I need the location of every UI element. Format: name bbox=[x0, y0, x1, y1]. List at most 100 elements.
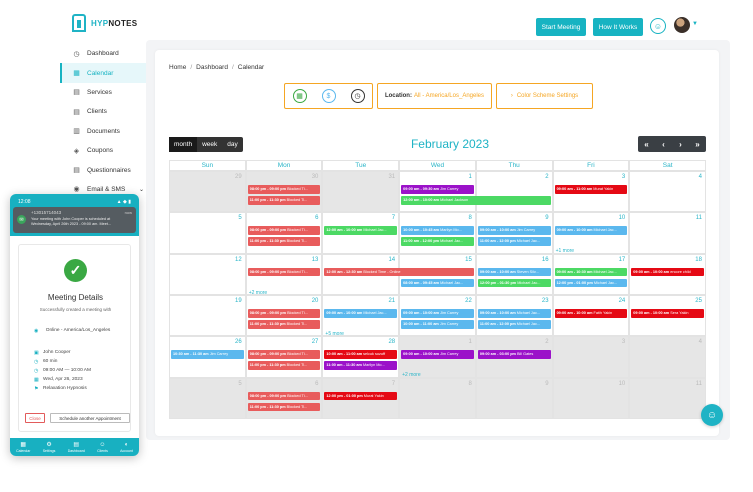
day-number[interactable]: 5 bbox=[238, 215, 242, 222]
calendar-event[interactable]: 09:00 am - 09:30 am Jim Carrey bbox=[401, 185, 474, 194]
day-cell[interactable]: 9 bbox=[475, 212, 553, 254]
sidebar-item-services[interactable]: ▤ Services bbox=[60, 83, 150, 102]
sidebar-item-coupons[interactable]: ◈ Coupons bbox=[60, 141, 150, 160]
how-it-works-button[interactable]: How It Works bbox=[593, 18, 643, 36]
day-number[interactable]: 19 bbox=[235, 298, 242, 304]
calendar-event[interactable]: 08:00 pm - 09:00 pm Blocked Ti... bbox=[247, 226, 321, 235]
location-filter[interactable]: Location: All - America/Los_Angeles bbox=[377, 83, 492, 109]
day-number[interactable]: 3 bbox=[621, 339, 626, 346]
day-cell[interactable]: 25 bbox=[629, 295, 706, 337]
phone-nav-account[interactable]: ◐ Account bbox=[120, 442, 133, 453]
calendar-event[interactable]: 08:00 pm - 09:00 pm Blocked Ti... bbox=[247, 185, 321, 194]
day-number[interactable]: 26 bbox=[235, 339, 242, 346]
sidebar-item-clients[interactable]: ▤ Clients bbox=[60, 102, 150, 121]
user-icon[interactable]: ☺ bbox=[650, 18, 666, 34]
calendar-event[interactable]: 09:00 am - 10:00 am Steven Silv... bbox=[477, 267, 551, 277]
calendar-event[interactable]: 10:00 am - 11:00 am Jim Carrey bbox=[401, 320, 474, 329]
day-number[interactable]: 30 bbox=[311, 174, 319, 180]
calendar-event[interactable]: 12:00 am - 10:00 am Michael Jackson bbox=[401, 196, 551, 205]
calendar-event[interactable]: 12:00 pm - 01:30 pm Michael Jac... bbox=[477, 278, 551, 288]
dollar-icon[interactable]: $ bbox=[321, 89, 336, 103]
sidebar-item-email-sms[interactable]: ◉ Email & SMS ⌄ bbox=[60, 180, 150, 199]
day-number[interactable]: 31 bbox=[388, 174, 396, 180]
color-scheme-settings[interactable]: › Color Scheme Settings bbox=[496, 83, 593, 109]
day-cell[interactable]: 29 bbox=[169, 171, 246, 213]
day-cell[interactable]: 11 bbox=[629, 377, 706, 419]
day-number[interactable]: 1 bbox=[468, 174, 472, 180]
avatar[interactable] bbox=[674, 17, 690, 33]
more-events-link[interactable]: +5 more bbox=[325, 331, 344, 337]
day-number[interactable]: 20 bbox=[311, 298, 319, 304]
day-cell[interactable]: 3 bbox=[552, 171, 630, 213]
day-cell[interactable]: 19 bbox=[169, 295, 246, 337]
calendar-event[interactable]: 11:00 pm - 11:30 pm Blocked Ti... bbox=[247, 361, 321, 370]
calendar-event[interactable]: 11:00 am - 12:00 pm Michael Jac... bbox=[477, 320, 551, 329]
day-number[interactable]: 17 bbox=[618, 256, 626, 263]
calendar-event[interactable]: 08:00 am - 09:45 am Michael Jac... bbox=[401, 278, 474, 288]
sidebar-item-calendar[interactable]: ▦ Calendar bbox=[60, 63, 150, 83]
day-number[interactable]: 4 bbox=[698, 339, 702, 346]
calendar-event[interactable]: 11:00 am - 11:30 am Marilyn Mo... bbox=[324, 361, 398, 370]
prev-year-button[interactable]: « bbox=[644, 139, 649, 149]
day-number[interactable]: 21 bbox=[388, 298, 396, 304]
day-cell[interactable]: 3 bbox=[552, 336, 630, 378]
day-number[interactable]: 18 bbox=[695, 256, 702, 263]
day-cell[interactable]: 8 bbox=[399, 212, 476, 254]
day-cell[interactable]: 16 bbox=[475, 253, 553, 295]
schedule-another-button[interactable]: Schedule another Appointment bbox=[50, 413, 130, 423]
day-cell[interactable]: 11 bbox=[629, 212, 706, 254]
day-number[interactable]: 8 bbox=[468, 380, 472, 387]
day-cell[interactable]: 5 bbox=[169, 212, 246, 254]
logo[interactable]: HYPNOTES bbox=[72, 14, 137, 32]
day-number[interactable]: 28 bbox=[388, 339, 396, 346]
day-number[interactable]: 6 bbox=[315, 380, 319, 387]
day-number[interactable]: 5 bbox=[238, 380, 242, 387]
calendar-event[interactable]: 10:30 am - 11:30 am Jim Carrey bbox=[171, 350, 244, 359]
calendar-event[interactable]: 09:00 am - 11:00 am Murat Yakin bbox=[554, 185, 628, 194]
day-number[interactable]: 9 bbox=[545, 215, 549, 222]
calendar-event[interactable]: 09:00 am - 10:00 am Sera Yakin bbox=[631, 309, 704, 318]
breadcrumb-home[interactable]: Home bbox=[169, 64, 187, 71]
day-cell[interactable]: 31 bbox=[322, 171, 400, 213]
day-cell[interactable]: 10 bbox=[552, 212, 630, 254]
day-cell[interactable]: 18 bbox=[629, 253, 706, 295]
day-cell[interactable]: 9 bbox=[475, 377, 553, 419]
calendar-event[interactable]: 09:00 am - 10:00 am Michael Jac... bbox=[477, 309, 551, 318]
calendar-event[interactable]: 09:00 am - 10:00 am Jim Carrey bbox=[401, 350, 474, 359]
day-cell[interactable]: 5 bbox=[169, 377, 246, 419]
day-number[interactable]: 23 bbox=[541, 298, 549, 304]
phone-nav-clients[interactable]: ☺ Clients bbox=[97, 442, 108, 453]
start-meeting-button[interactable]: Start Meeting bbox=[536, 18, 586, 36]
day-cell[interactable]: 24 bbox=[552, 295, 630, 337]
day-cell[interactable]: 2 bbox=[475, 171, 553, 213]
day-number[interactable]: 11 bbox=[695, 215, 702, 222]
day-cell[interactable]: 4 bbox=[629, 171, 706, 213]
calendar-event[interactable]: 11:00 pm - 11:30 pm Blocked Ti... bbox=[247, 237, 321, 246]
calendar-event[interactable]: 11:00 am - 12:00 pm Michael Jac... bbox=[477, 237, 551, 246]
calendar-event[interactable]: 11:00 pm - 11:30 pm Blocked Ti... bbox=[247, 320, 321, 329]
tab-month[interactable]: month bbox=[169, 137, 198, 152]
calendar-event[interactable]: 11:00 am - 12:00 pm Michael Jac... bbox=[401, 237, 474, 246]
calendar-event[interactable]: 09:00 am - 10:00 am Fatih Yakin bbox=[554, 309, 628, 318]
calendar-event[interactable]: 08:00 pm - 09:00 pm Blocked Ti... bbox=[247, 267, 321, 277]
day-cell[interactable]: 27 bbox=[245, 336, 323, 378]
day-cell[interactable]: 7 bbox=[322, 212, 400, 254]
day-cell[interactable]: 28 bbox=[322, 336, 400, 378]
day-number[interactable]: 1 bbox=[468, 339, 472, 346]
calendar-event[interactable]: 12:00 am - 12:30 am Blocked Time - Onlin… bbox=[324, 267, 474, 277]
calendar-event[interactable]: 10:00 am - 10:45 am Marilyn Mo... bbox=[401, 226, 474, 235]
calendar-event[interactable]: 09:00 am - 10:00 am Jim Carrey bbox=[477, 226, 551, 235]
day-number[interactable]: 25 bbox=[695, 298, 702, 304]
day-number[interactable]: 3 bbox=[621, 174, 626, 180]
calendar-event[interactable]: 09:00 am - 10:00 am encore child bbox=[631, 267, 704, 277]
next-year-button[interactable]: » bbox=[695, 139, 700, 149]
calendar-event[interactable]: 09:00 am - 10:00 am Michael Jac... bbox=[554, 226, 628, 235]
day-number[interactable]: 10 bbox=[618, 215, 626, 222]
day-number[interactable]: 8 bbox=[468, 215, 472, 222]
day-number[interactable]: 12 bbox=[235, 256, 242, 263]
calendar-event[interactable]: 12:00 am - 10:00 am Michael Jac... bbox=[324, 226, 398, 235]
day-cell[interactable]: 26 bbox=[169, 336, 246, 378]
calendar-event[interactable]: 12:00 pm - 01:00 pm Michael Jac... bbox=[554, 278, 628, 288]
day-number[interactable]: 29 bbox=[235, 174, 242, 180]
calendar-event[interactable]: 08:00 pm - 09:00 pm Blocked Ti... bbox=[247, 350, 321, 359]
